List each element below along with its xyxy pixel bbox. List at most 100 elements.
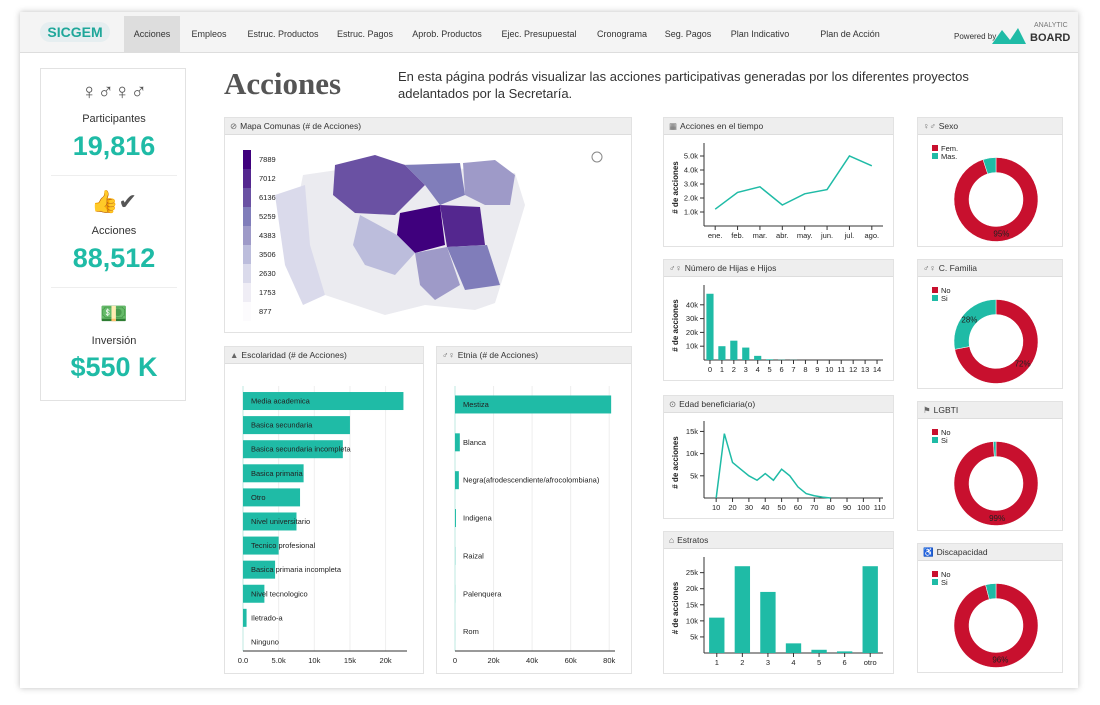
kpi-label: Participantes (82, 113, 146, 125)
panel-title: Etnia (# de Acciones) (457, 350, 539, 360)
nav-tab[interactable]: Estruc. Productos (247, 29, 319, 39)
chart: 0 20k 40k 60k 80k Mestiza Blanca Negra(afrodesc… (453, 386, 616, 665)
x-tick-label: 60k (565, 656, 577, 665)
bar (243, 560, 276, 579)
chart-panel: ▦ Acciones en el tiempo # de acciones 1.0k 2… (663, 117, 894, 247)
x-tick-label: 10 (712, 503, 720, 512)
nav-tab[interactable]: Empleos (191, 29, 227, 39)
legend-swatch (932, 437, 938, 443)
x-tick-label: 100 (857, 503, 870, 512)
bar (718, 346, 726, 360)
legend-swatch (243, 264, 251, 283)
y-tick-label: 5k (690, 632, 698, 641)
chart-panel: ♂♀ Etnia (# de Acciones) 0 20k 40k 60k 80k Mest… (436, 346, 632, 674)
legend-label: No (941, 428, 951, 437)
panel-header: ▦ Acciones en el tiempo (664, 118, 893, 135)
y-tick-label: 5k (690, 471, 698, 480)
panel-icon: ♀♂ (923, 121, 936, 131)
value-label: 28% (961, 316, 977, 325)
nav-tab[interactable]: Cronograma (596, 29, 648, 39)
x-tick-label: 6 (843, 658, 847, 667)
panel-header: ♂♀ Número de Hijas e Hijos (664, 260, 893, 277)
map-panel: ⊘ Mapa Comunas (# de Acciones) 7889 7012 61… (224, 117, 632, 333)
chart: # de acciones 5k 10k 15k 10 20 30 40 50 60 70 80 90 1… (671, 421, 886, 512)
nav-tab[interactable]: Aprob. Productos (412, 29, 482, 39)
region (463, 160, 515, 205)
nav-tab[interactable]: Plan Indicativo (730, 29, 790, 39)
powered-by: Powered by (954, 32, 997, 41)
panel-title: C. Familia (938, 263, 978, 273)
nav-tab[interactable]: Estruc. Pagos (336, 29, 394, 39)
bar (836, 651, 853, 653)
x-tick-label: 12 (849, 365, 857, 374)
y-tick-label: 10k (686, 449, 698, 458)
x-tick-label: 11 (837, 365, 845, 374)
kpi-label: Acciones (91, 225, 137, 237)
bar (455, 471, 459, 490)
nav-tab[interactable]: Plan de Acción (820, 29, 880, 39)
legend-label: Si (941, 294, 948, 303)
bar (862, 566, 878, 653)
panel-header: ♀♂ Sexo (918, 118, 1062, 135)
x-tick-label: 20k (488, 656, 500, 665)
page-title: Acciones (224, 66, 342, 101)
kpi-icon: 👍✔ (91, 189, 137, 214)
bar (785, 643, 802, 653)
panel-icon: ♂♀ (442, 350, 455, 360)
panel-title: Escolaridad (# de Acciones) (241, 350, 347, 360)
legend-swatch (243, 302, 251, 321)
bar (742, 347, 750, 360)
legend-label: 7012 (259, 174, 276, 183)
chart: # de acciones 5k 10k 15k 20k 25k 1 2 3 4 5 6 otro (671, 557, 883, 667)
panel-header: ▲ Escolaridad (# de Acciones) (225, 347, 423, 364)
panel-title: Mapa Comunas (# de Acciones) (240, 121, 362, 131)
x-tick-label: 80k (603, 656, 615, 665)
x-tick-label: 6 (779, 365, 783, 374)
x-tick-label: 10 (825, 365, 833, 374)
donut-slice (953, 157, 1039, 242)
logo[interactable]: SICGEM (40, 22, 110, 42)
bar-label: Basica primaria (251, 469, 304, 478)
x-tick-label: 50 (777, 503, 785, 512)
bar-label: Basica secundaria incompleta (251, 445, 351, 454)
x-tick-label: ene. (708, 231, 723, 240)
panel-header: ⚑ LGBTI (918, 402, 1062, 419)
legend-label: 5259 (259, 212, 276, 221)
x-tick-label: may. (797, 231, 813, 240)
chart-panel: ⊙ Edad beneficiaria(o) # de acciones 5k 10k 1… (663, 395, 894, 519)
legend-swatch (932, 571, 938, 577)
panel-title: Estratos (677, 535, 709, 545)
bar (709, 617, 725, 653)
x-tick-label: 90 (843, 503, 851, 512)
page-description: En esta página podrás visualizar las acc… (398, 69, 969, 101)
region (353, 215, 415, 275)
line (714, 155, 873, 210)
map: 7889 7012 6136 5259 4383 3506 2630 1753 877 (243, 150, 603, 321)
y-tick-label: 15k (686, 427, 698, 436)
legend-label: Si (941, 578, 948, 587)
x-tick-label: 70 (810, 503, 818, 512)
legend-label: Si (941, 436, 948, 445)
panel-header: ⊙ Edad beneficiaria(o) (664, 396, 893, 413)
reset-button[interactable] (591, 151, 603, 163)
panel-icon: ▲ (230, 350, 239, 360)
y-tick-label: 5.0k (684, 152, 698, 161)
bar (455, 509, 456, 528)
brand-bottom: BOARD (1030, 32, 1070, 44)
nav-tab[interactable]: Ejec. Presupuestal (501, 29, 577, 39)
x-tick-label: 80 (826, 503, 834, 512)
legend-label: No (941, 570, 951, 579)
bar (455, 433, 460, 452)
bar-label: Nivel universitario (251, 517, 310, 526)
bar (455, 395, 612, 414)
donut-slice (982, 157, 997, 175)
panel-icon: ♿ (923, 547, 934, 557)
panel-title: Edad beneficiaria(o) (679, 399, 756, 409)
legend-label: No (941, 286, 951, 295)
legend-label: 7889 (259, 155, 276, 164)
nav-tab[interactable]: Seg. Pagos (664, 29, 712, 39)
legend-swatch (932, 295, 938, 301)
nav-tab[interactable]: Acciones (124, 16, 180, 52)
bar (243, 392, 404, 411)
